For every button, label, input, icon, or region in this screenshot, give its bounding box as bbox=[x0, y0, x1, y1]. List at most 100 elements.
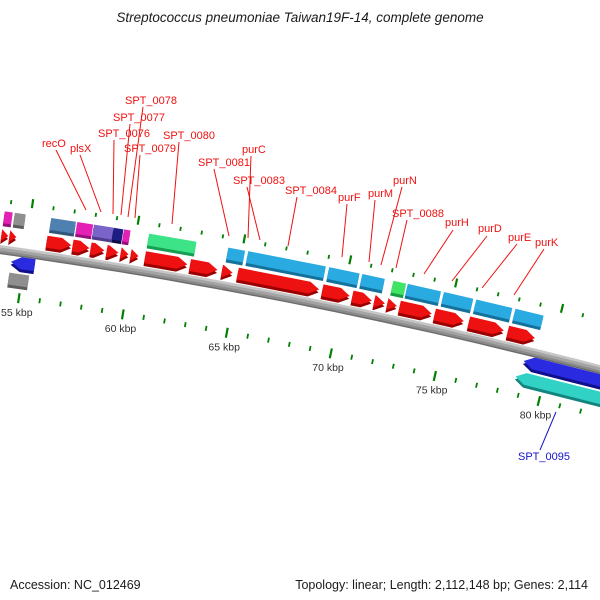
tick-lower bbox=[142, 314, 145, 321]
leader-line bbox=[127, 106, 144, 218]
gene-glyph-magenta-u2 bbox=[75, 221, 94, 240]
tick-upper bbox=[242, 234, 247, 244]
ruler-tick-label: 55 kbp bbox=[1, 307, 33, 319]
gene-body bbox=[188, 259, 218, 275]
gene-label: SPT_0088 bbox=[392, 208, 444, 220]
gene-glyph-skyblue-u2 bbox=[511, 308, 544, 331]
leader-line bbox=[539, 411, 557, 451]
gene-glyph-red-u1 bbox=[350, 290, 372, 308]
tick-lower bbox=[38, 298, 41, 304]
gene-label: purN bbox=[393, 175, 417, 187]
gene-glyph-gray-l2 bbox=[7, 272, 30, 291]
gene-glyph-magenta-u2 bbox=[2, 211, 13, 228]
gene-body bbox=[143, 251, 188, 269]
tick-lower bbox=[183, 322, 187, 328]
gene-body bbox=[147, 233, 197, 254]
gene-glyph-skyblue-u2 bbox=[440, 292, 474, 314]
gene-body bbox=[398, 300, 432, 318]
gene-glyph-red-u1 bbox=[220, 264, 233, 280]
leader-line bbox=[395, 219, 408, 269]
gene-glyph-springgreen-u2 bbox=[146, 233, 197, 257]
tick-upper bbox=[348, 255, 353, 265]
tick-lower bbox=[412, 368, 416, 374]
tick-upper bbox=[433, 277, 436, 282]
gene-body bbox=[111, 227, 124, 242]
gene-glyph-skyblue-u2 bbox=[245, 251, 326, 282]
gene-body bbox=[385, 298, 398, 310]
tick-lower bbox=[204, 325, 208, 332]
tick-upper bbox=[475, 287, 479, 292]
gene-body bbox=[405, 283, 442, 304]
ruler-major-tick bbox=[120, 215, 141, 320]
gene-glyph-red-u1 bbox=[385, 298, 398, 313]
gene-label: SPT_0080 bbox=[163, 130, 215, 142]
gene-glyph-red-u1 bbox=[143, 251, 188, 272]
ruler-minor-tick bbox=[204, 234, 225, 332]
tick-upper bbox=[327, 254, 331, 260]
leader-line bbox=[341, 203, 348, 258]
gene-body bbox=[326, 267, 360, 286]
ruler-minor-tick bbox=[371, 268, 394, 365]
tick-lower bbox=[100, 307, 104, 314]
ruler-minor-tick bbox=[80, 212, 98, 310]
gene-body bbox=[10, 257, 36, 272]
tick-lower bbox=[454, 377, 458, 384]
ruler-minor-tick bbox=[59, 209, 76, 307]
ruler-minor-tick bbox=[412, 277, 436, 374]
tick-upper bbox=[369, 263, 373, 268]
figure-footer: Accession: NC_012469 Topology: linear; L… bbox=[10, 578, 588, 592]
tick-upper bbox=[412, 272, 415, 278]
leader-line bbox=[55, 149, 87, 211]
tick-upper bbox=[73, 209, 76, 214]
gene-body bbox=[441, 292, 474, 311]
tick-upper bbox=[94, 212, 98, 217]
tick-upper bbox=[136, 215, 141, 225]
gene-body bbox=[236, 267, 320, 294]
tick-lower bbox=[17, 293, 21, 304]
gene-body bbox=[45, 235, 72, 250]
tick-upper bbox=[200, 230, 203, 235]
ruler-tick-label: 65 kbp bbox=[208, 342, 240, 354]
gene-glyph-teal-l2 bbox=[514, 373, 600, 408]
tick-upper bbox=[9, 200, 13, 205]
gene-body bbox=[512, 308, 544, 328]
gene-glyph-red-u1 bbox=[8, 230, 17, 246]
tick-upper bbox=[158, 223, 161, 228]
tick-upper bbox=[115, 216, 119, 221]
tick-lower bbox=[246, 333, 250, 339]
tick-upper bbox=[391, 268, 394, 273]
gene-glyph-navy-u2 bbox=[111, 227, 124, 245]
ruler-minor-tick bbox=[495, 297, 521, 393]
tick-lower bbox=[495, 387, 499, 393]
gene-glyph-magenta-u2 bbox=[121, 229, 131, 246]
tick-lower bbox=[224, 327, 229, 338]
tick-upper bbox=[179, 226, 182, 231]
gene-label: SPT_0095 bbox=[518, 451, 570, 463]
gene-label: SPT_0077 bbox=[113, 112, 165, 124]
tick-lower bbox=[59, 301, 62, 307]
tick-upper bbox=[496, 292, 500, 297]
tick-upper bbox=[306, 250, 309, 255]
gene-glyph-red-u1 bbox=[466, 316, 504, 338]
leader-line bbox=[213, 168, 230, 237]
ruler-minor-tick bbox=[38, 206, 55, 304]
gene-glyph-red-u1 bbox=[119, 247, 129, 263]
backbone bbox=[0, 250, 600, 374]
gene-body bbox=[7, 272, 30, 288]
stats-text: Topology: linear; Length: 2,112,148 bp; … bbox=[295, 578, 588, 592]
gene-glyph-red-u1 bbox=[397, 300, 432, 321]
gene-glyph-red-u1 bbox=[432, 308, 464, 328]
leader-line bbox=[423, 229, 454, 275]
tick-lower bbox=[432, 370, 438, 382]
gene-label: purF bbox=[338, 192, 361, 204]
leader-line bbox=[287, 196, 298, 247]
gene-glyph-skyblue-u2 bbox=[225, 247, 246, 266]
leader-line bbox=[134, 154, 141, 219]
ruler-minor-tick bbox=[475, 292, 500, 388]
gene-glyph-red-u1 bbox=[105, 245, 119, 261]
ruler-tick-label: 75 kbp bbox=[416, 385, 448, 397]
ruler-tick-label: 80 kbp bbox=[520, 410, 552, 422]
gene-label: purC bbox=[242, 144, 266, 156]
gene-body bbox=[226, 247, 246, 263]
